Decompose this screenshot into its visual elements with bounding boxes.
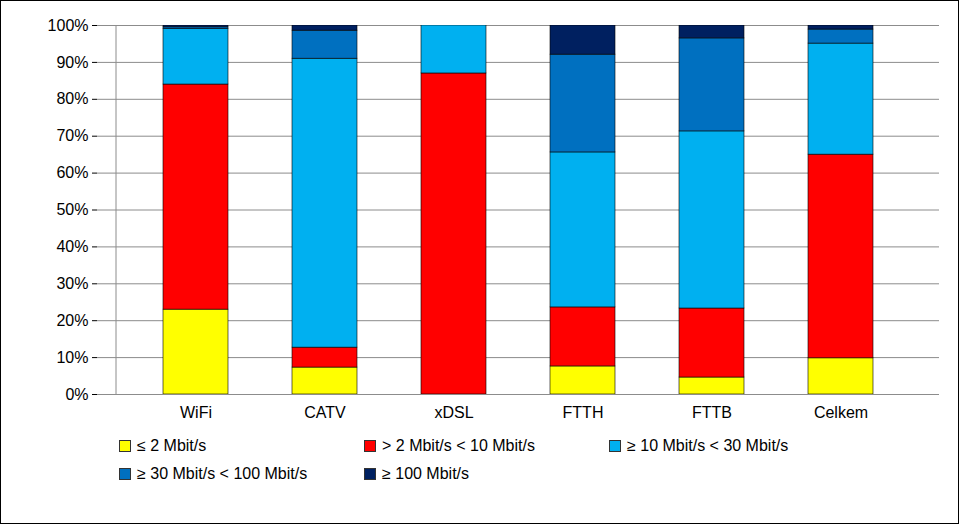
html-text:≥ 100 Mbit/s: ≥ 100 Mbit/s bbox=[382, 465, 469, 482]
svg-text:FTTH: FTTH bbox=[563, 404, 604, 421]
svg-text:50%: 50% bbox=[56, 201, 88, 218]
svg-text:30%: 30% bbox=[56, 275, 88, 292]
html-text:≥ 30 Mbit/s < 100 Mbit/s: ≥ 30 Mbit/s < 100 Mbit/s bbox=[137, 465, 308, 482]
html-text:> 2 Mbit/s < 10 Mbit/s: > 2 Mbit/s < 10 Mbit/s bbox=[382, 437, 535, 454]
svg-text:40%: 40% bbox=[56, 238, 88, 255]
svg-text:FTTB: FTTB bbox=[692, 404, 732, 421]
html-text:≥ 10 Mbit/s < 30 Mbit/s: ≥ 10 Mbit/s < 30 Mbit/s bbox=[627, 437, 789, 454]
svg-text:100%: 100% bbox=[48, 17, 89, 34]
svg-text:Celkem: Celkem bbox=[814, 404, 868, 421]
svg-text:70%: 70% bbox=[56, 127, 88, 144]
svg-text:80%: 80% bbox=[56, 90, 88, 107]
svg-text:0%: 0% bbox=[65, 386, 88, 403]
svg-text:20%: 20% bbox=[56, 312, 88, 329]
svg-text:WiFi: WiFi bbox=[180, 404, 212, 421]
svg-text:CATV: CATV bbox=[304, 404, 346, 421]
svg-text:xDSL: xDSL bbox=[434, 404, 473, 421]
html-text:≤ 2 Mbit/s: ≤ 2 Mbit/s bbox=[137, 437, 207, 454]
svg-text:90%: 90% bbox=[56, 54, 88, 71]
svg-text:10%: 10% bbox=[56, 349, 88, 366]
svg-text:60%: 60% bbox=[56, 164, 88, 181]
